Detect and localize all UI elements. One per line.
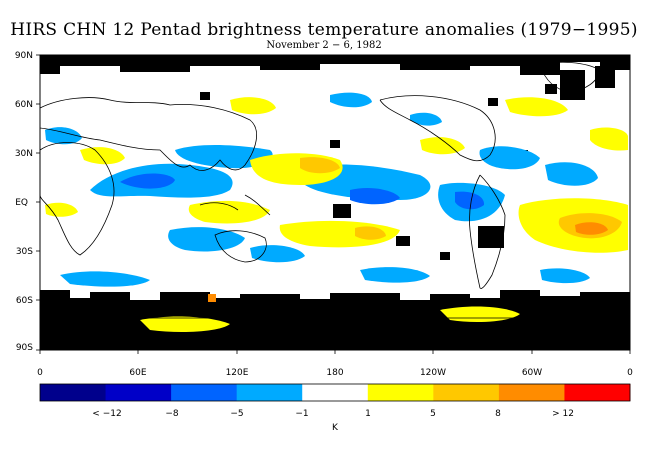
- coastlines: [39, 61, 630, 319]
- legend-unit: K: [332, 423, 339, 433]
- map-subtitle: November 2 − 6, 1982: [266, 40, 382, 51]
- legend-swatch: [40, 384, 107, 401]
- legend-swatch: [498, 384, 565, 401]
- lon-label: 60E: [129, 368, 146, 378]
- negative-anomaly-regions: [45, 92, 598, 287]
- legend-swatch: [236, 384, 303, 401]
- lon-label: 0: [627, 368, 633, 378]
- legend-swatch: [367, 384, 434, 401]
- map-frame: [39, 54, 631, 351]
- legend-label: > 12: [552, 409, 574, 419]
- legend-frame: [39, 383, 631, 402]
- map-panel: [36, 54, 631, 354]
- latitude-labels: 90N 60N 30N EQ 30S 60S 90S: [15, 51, 33, 353]
- lat-label: 90N: [15, 51, 33, 61]
- latitude-ticks: [36, 54, 40, 351]
- positive-anomaly-regions: [45, 97, 628, 332]
- lon-label: 60W: [522, 368, 542, 378]
- legend-labels: < −12 −8 −5 −1 1 5 8 > 12: [92, 409, 574, 419]
- legend-label: 1: [365, 409, 371, 419]
- lon-label: 180: [326, 368, 343, 378]
- lat-label: EQ: [15, 198, 28, 208]
- legend-label: −1: [295, 409, 308, 419]
- lat-label: 90S: [16, 343, 33, 353]
- lon-label: 120W: [420, 368, 446, 378]
- lon-label: 120E: [226, 368, 249, 378]
- map-title: HIRS CHN 12 Pentad brightness temperatur…: [10, 20, 638, 40]
- longitude-labels: 0 60E 120E 180 120W 60W 0: [37, 368, 633, 378]
- legend-swatch: [433, 384, 500, 401]
- lat-label: 60N: [15, 100, 33, 110]
- legend-label: 5: [430, 409, 436, 419]
- lon-label: 0: [37, 368, 43, 378]
- legend-swatch: [171, 384, 238, 401]
- legend-swatch: [105, 384, 172, 401]
- lat-label: 30N: [15, 149, 33, 159]
- lat-label: 60S: [16, 296, 33, 306]
- lat-label: 30S: [16, 247, 33, 257]
- longitude-ticks: [39, 350, 631, 354]
- legend-label: 8: [495, 409, 501, 419]
- legend-label: −8: [165, 409, 179, 419]
- legend-swatch: [564, 384, 631, 401]
- color-legend: [40, 384, 631, 401]
- legend-label: −5: [230, 409, 243, 419]
- legend-label: < −12: [92, 409, 121, 419]
- legend-swatch: [302, 384, 369, 401]
